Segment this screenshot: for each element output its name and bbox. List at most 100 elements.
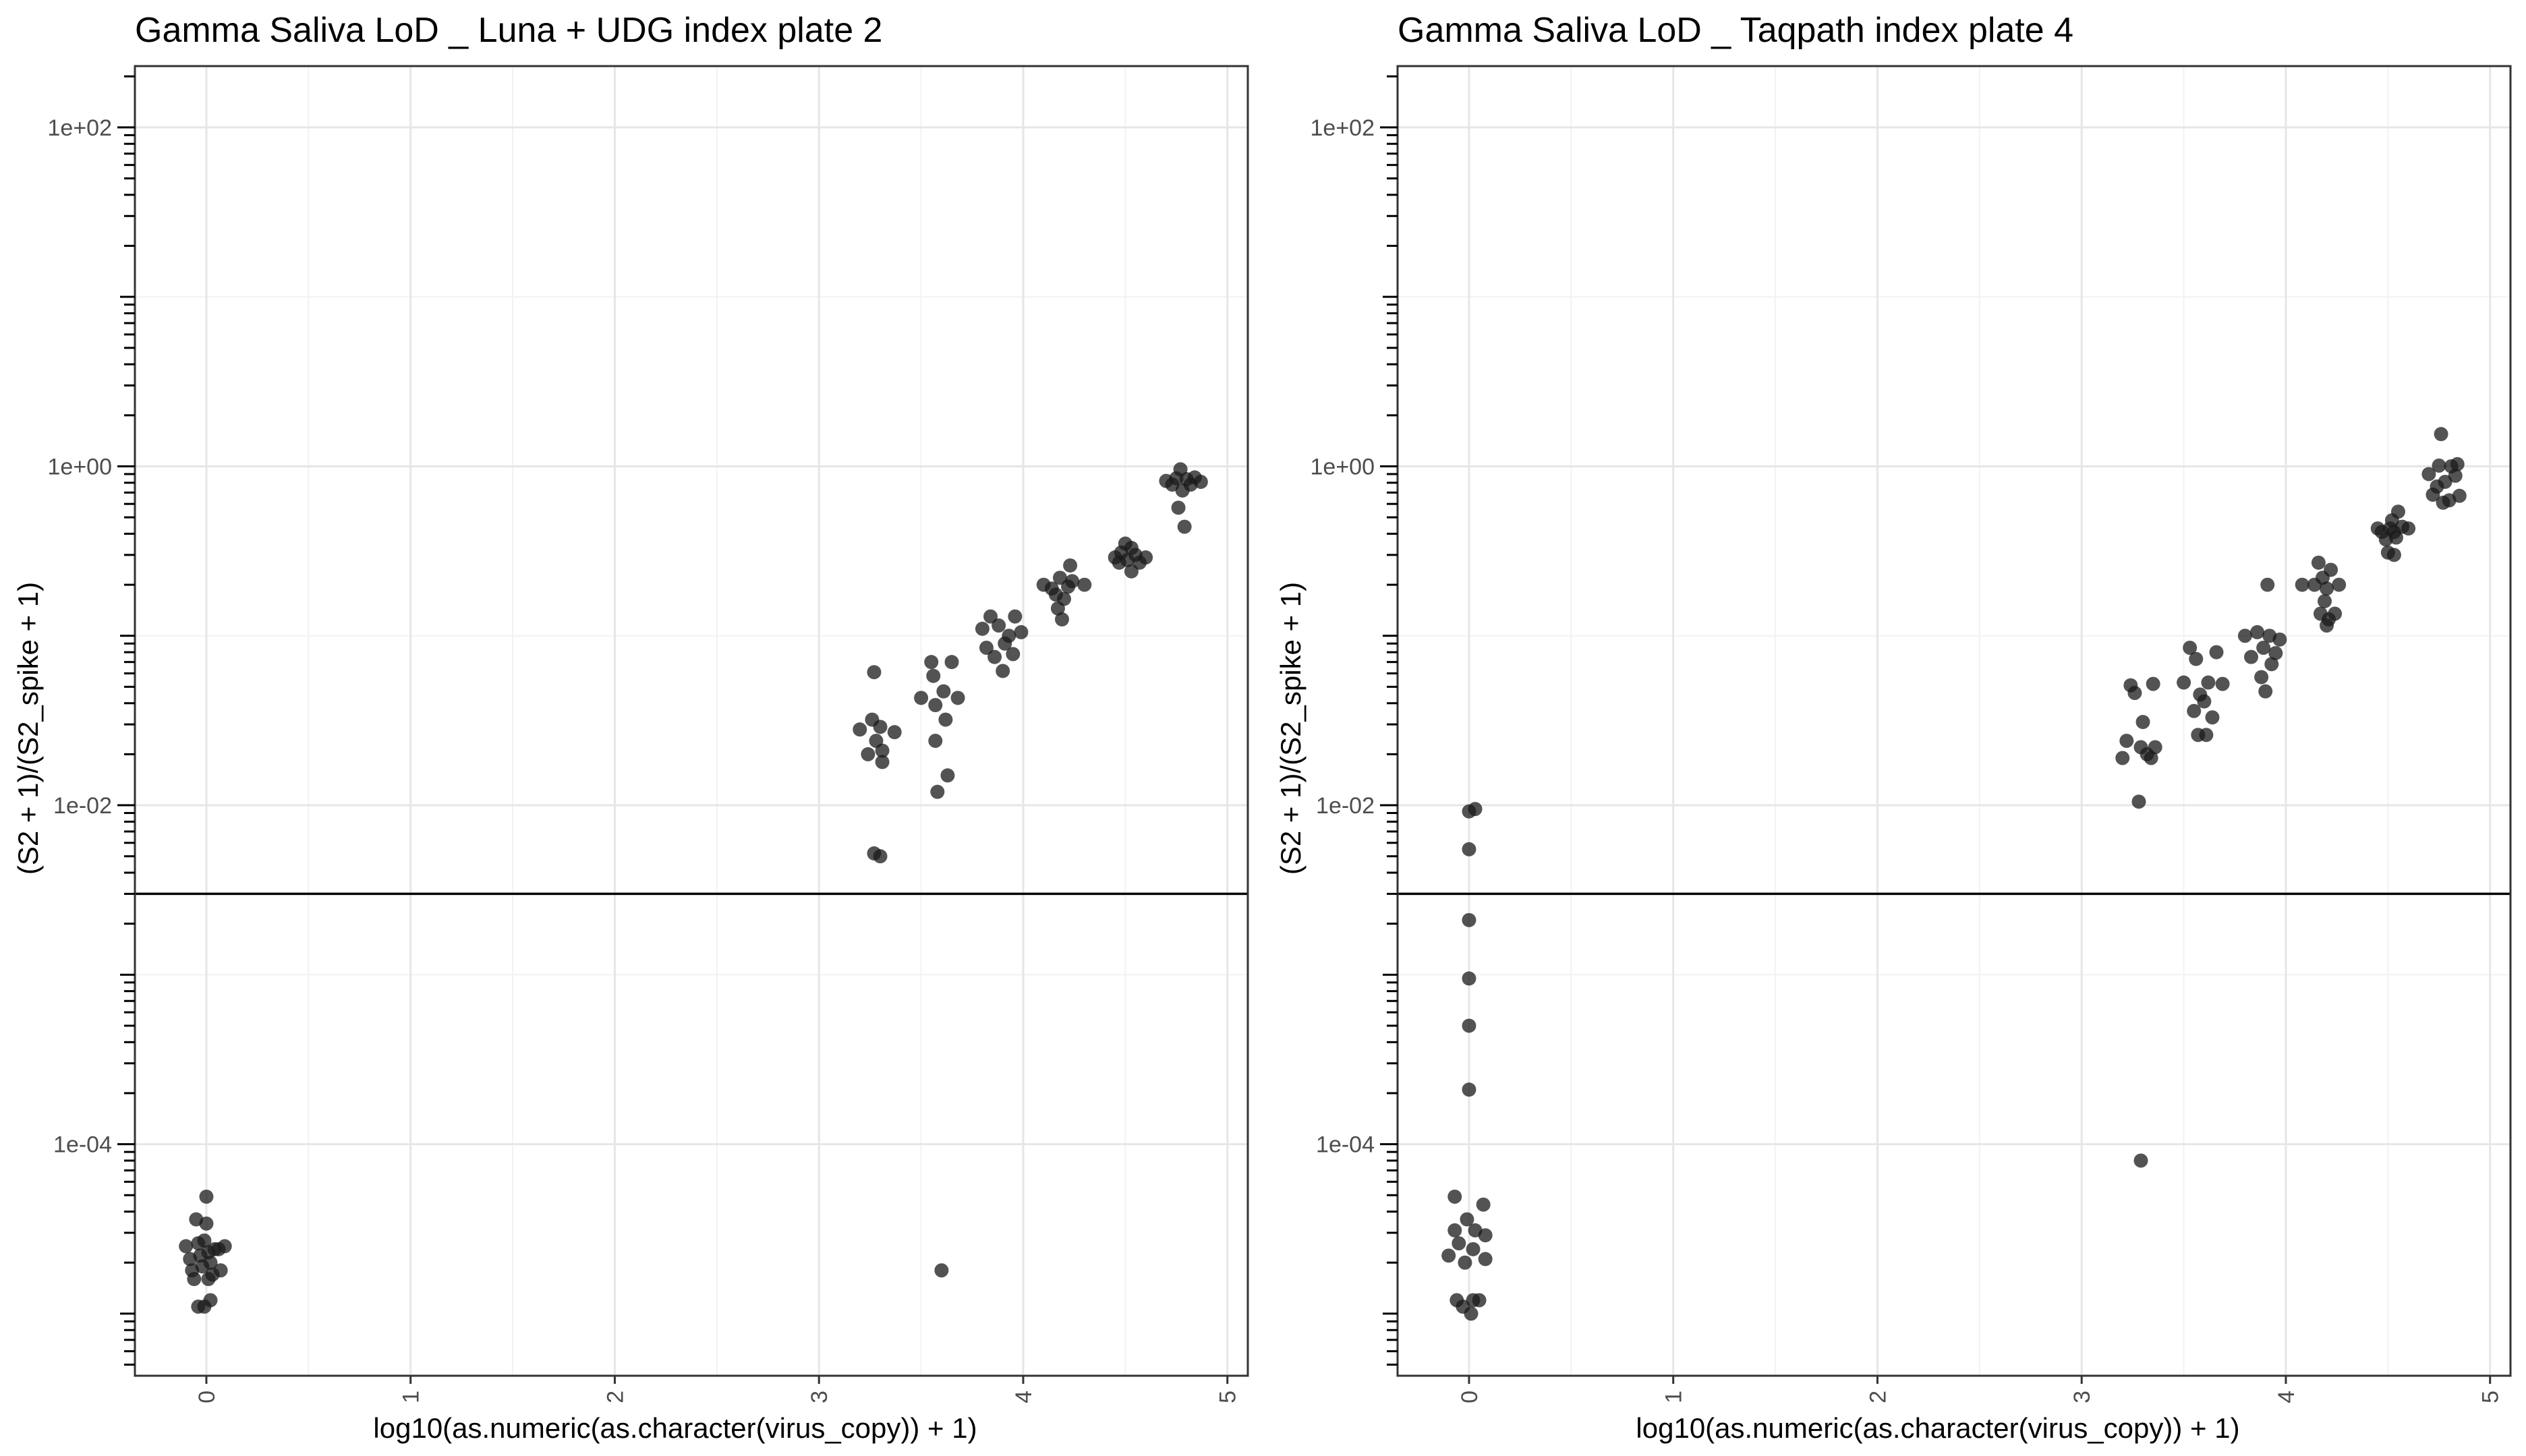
data-point <box>1014 624 1029 639</box>
axes-layer: 1e-04 1e-02 1e+00 1e+02 0 1 2 3 4 5 <box>48 75 1241 1403</box>
x-tick-label: 5 <box>2478 1391 2504 1403</box>
data-point <box>2189 651 2204 666</box>
x-axis-title: log10(as.numeric(as.character(virus_copy… <box>1636 1412 2239 1444</box>
data-point <box>2205 710 2220 725</box>
panel-border <box>134 65 1249 1377</box>
data-point <box>2187 703 2202 718</box>
data-point <box>1462 1082 1476 1097</box>
data-point <box>187 1272 202 1287</box>
data-point <box>1054 612 1069 627</box>
data-point <box>983 609 998 624</box>
data-point <box>1478 1252 1493 1266</box>
points-layer <box>179 462 1208 1314</box>
chart-title: Gamma Saliva LoD _ Taqpath index plate 4 <box>1398 11 2073 50</box>
data-point <box>2146 676 2160 691</box>
data-point <box>914 691 929 705</box>
data-point <box>1476 1197 1491 1212</box>
data-point <box>2131 794 2146 809</box>
data-point <box>930 784 945 799</box>
data-point <box>2215 676 2230 691</box>
data-point <box>940 768 955 783</box>
x-axis-title: log10(as.numeric(as.character(virus_copy… <box>373 1412 977 1444</box>
x-tick-label: 4 <box>1011 1391 1037 1403</box>
panel-border-layer <box>1396 65 2512 1377</box>
data-point <box>203 1293 218 1308</box>
y-tick-label: 1e+00 <box>1311 454 1375 479</box>
data-point <box>2201 675 2216 690</box>
data-point <box>1139 550 1153 565</box>
data-point <box>2272 632 2287 647</box>
data-point <box>1462 912 1476 927</box>
panel-border-layer <box>134 65 1249 1377</box>
data-point <box>217 1239 232 1254</box>
data-point <box>1177 519 1192 534</box>
data-point <box>2388 530 2403 545</box>
axes-layer: 1e-04 1e-02 1e+00 1e+02 0 1 2 3 4 5 <box>1311 75 2504 1403</box>
y-tick-label: 1e-02 <box>53 793 112 819</box>
data-point <box>1466 1242 1481 1256</box>
data-point <box>203 1255 218 1270</box>
x-tick-label: 5 <box>1215 1391 1241 1403</box>
y-tick-label: 1e+02 <box>1311 115 1375 141</box>
x-tick-label: 3 <box>807 1391 832 1403</box>
data-point <box>2133 1153 2148 1168</box>
data-point <box>1441 1248 1456 1263</box>
data-point <box>979 640 994 655</box>
data-point <box>2320 581 2334 596</box>
data-point <box>2450 457 2465 471</box>
chart-panel-1: Gamma Saliva LoD _ Luna + UDG index plat… <box>12 11 1249 1444</box>
y-tick-label: 1e+00 <box>48 454 113 479</box>
data-point <box>1462 1018 1476 1033</box>
data-point <box>1458 1255 1472 1270</box>
data-point <box>926 668 941 683</box>
y-axis-title: (S2 + 1)/(S2_spike + 1) <box>12 582 44 875</box>
data-point <box>197 1233 212 1248</box>
data-point <box>2324 562 2338 577</box>
data-point <box>2311 555 2326 570</box>
data-point <box>2209 645 2224 660</box>
data-point <box>1478 1228 1493 1243</box>
data-point <box>1462 842 1476 856</box>
data-point <box>2432 458 2446 473</box>
data-point <box>928 698 943 713</box>
data-point <box>2135 715 2150 730</box>
data-point <box>2421 467 2436 482</box>
x-tick-label: 4 <box>2274 1391 2299 1403</box>
data-point <box>1452 1236 1466 1251</box>
data-point <box>2434 427 2448 442</box>
data-point <box>1057 591 1072 606</box>
y-tick-label: 1e+02 <box>48 115 113 141</box>
grid <box>1398 66 2510 1376</box>
data-point <box>2250 624 2265 639</box>
data-point <box>938 712 953 727</box>
chart-title: Gamma Saliva LoD _ Luna + UDG index plat… <box>135 11 882 50</box>
data-point <box>2199 728 2214 742</box>
x-tick-label: 2 <box>1865 1391 1891 1403</box>
panel-border <box>1396 65 2512 1377</box>
data-point <box>996 664 1010 678</box>
data-point <box>873 849 888 864</box>
data-point <box>1460 1212 1474 1227</box>
x-tick-label: 0 <box>194 1391 220 1403</box>
data-point <box>992 618 1006 633</box>
data-point <box>199 1216 214 1231</box>
data-point <box>213 1263 228 1278</box>
data-point <box>2177 675 2191 690</box>
data-point <box>2256 640 2271 655</box>
data-point <box>2264 657 2279 672</box>
data-point <box>887 725 902 740</box>
data-point <box>987 649 1002 664</box>
data-point <box>928 733 943 748</box>
data-point <box>1472 1293 1487 1308</box>
y-tick-label: 1e-02 <box>1316 793 1375 819</box>
data-point <box>2452 488 2467 503</box>
data-point <box>2197 694 2212 709</box>
data-point <box>1008 609 1023 624</box>
data-point <box>936 684 951 699</box>
points-layer <box>1441 427 2467 1321</box>
data-point <box>199 1189 214 1204</box>
data-point <box>1063 558 1078 573</box>
data-point <box>861 747 876 761</box>
data-point <box>1464 1306 1479 1321</box>
